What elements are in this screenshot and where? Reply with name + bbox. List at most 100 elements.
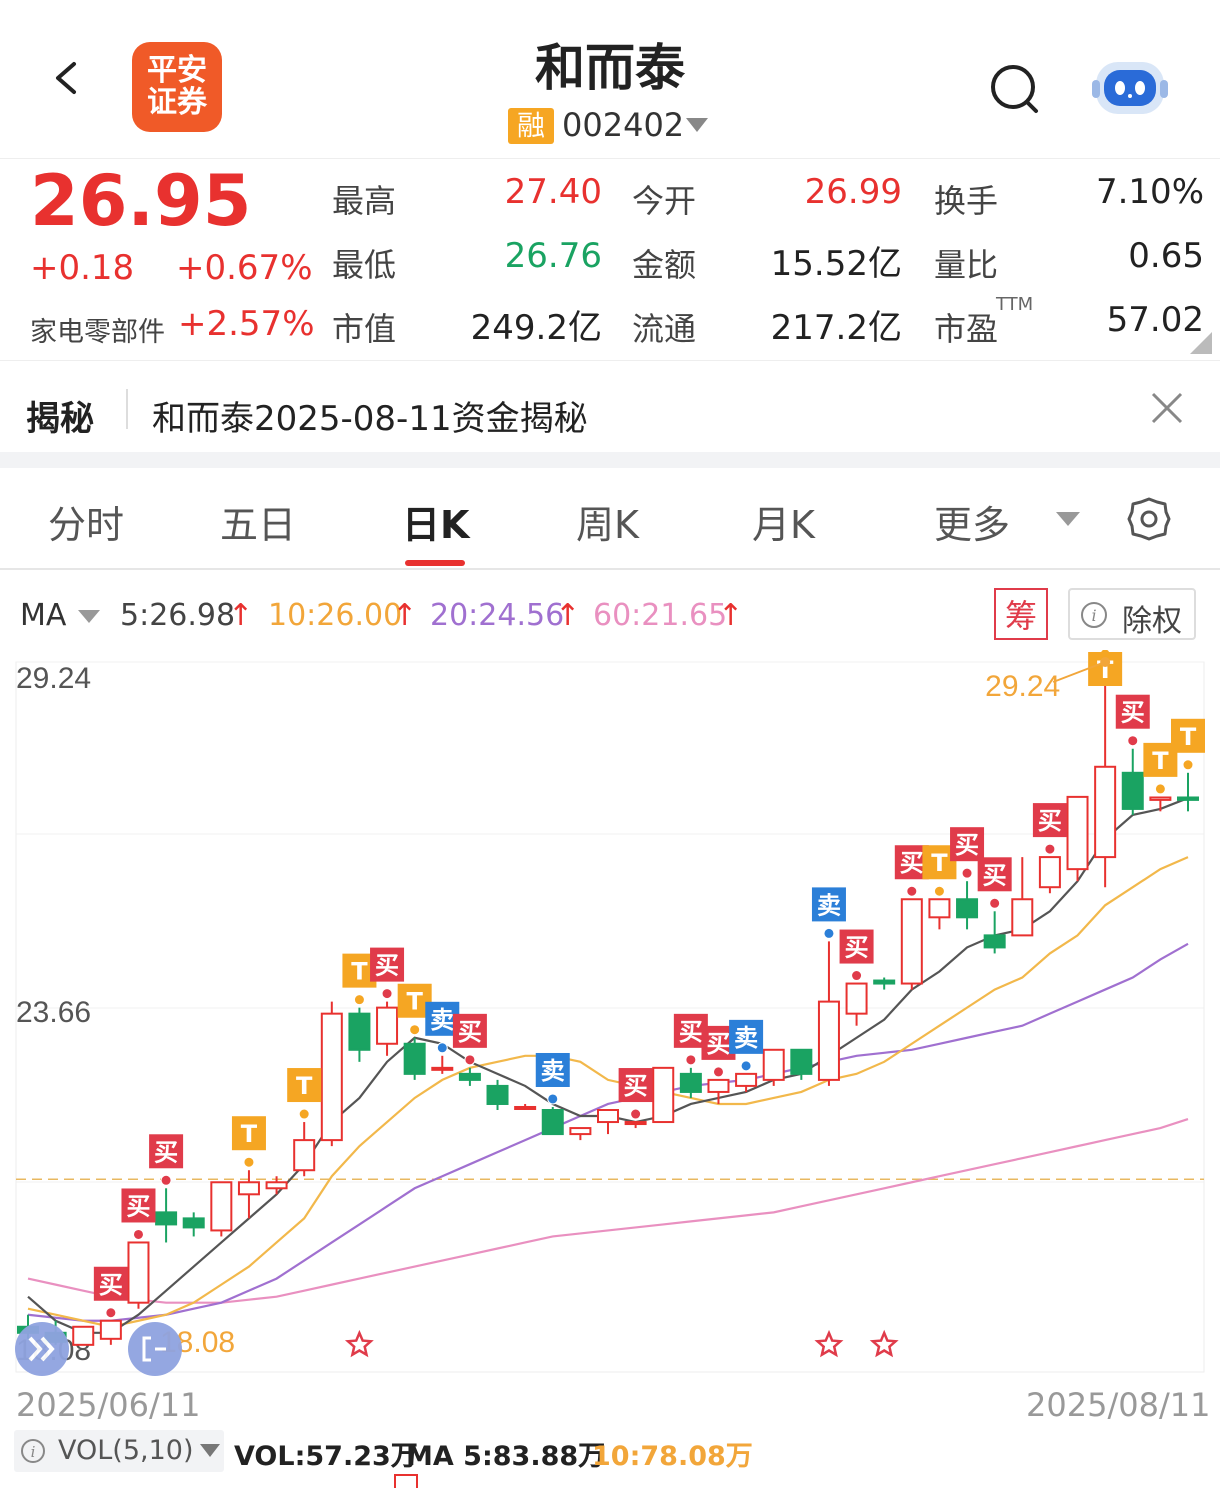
kline-chart[interactable]: 29.2423.6618.08买买买TTT买T卖买卖买买买卖卖买买T买买买T买T… [0, 650, 1220, 1420]
candle-body [458, 1072, 481, 1081]
period-tabs [0, 468, 1220, 570]
signal-dot [933, 885, 945, 897]
candle-body [155, 1211, 178, 1226]
candle-body [210, 1181, 233, 1232]
gear-icon[interactable] [1126, 496, 1172, 542]
signal-dot [298, 1108, 310, 1120]
signal-dot [989, 897, 1001, 909]
signal-label: T [351, 958, 368, 986]
signal-badge [1171, 718, 1205, 753]
stock-name: 和而泰 [535, 39, 685, 97]
high-pointer-dot [1100, 657, 1111, 667]
signal-label: 买 [99, 1271, 123, 1299]
quote-label: 量比 [934, 246, 999, 284]
close-icon[interactable] [1150, 391, 1184, 425]
chevron-left-icon[interactable] [48, 60, 84, 96]
search-icon[interactable] [988, 62, 1042, 116]
candle-body [817, 1000, 840, 1081]
ex-rights-button[interactable]: i 除权 [1068, 588, 1196, 640]
star-icon [814, 1329, 844, 1358]
signal-dot [436, 1042, 448, 1054]
signal-dot [961, 867, 973, 879]
candle-body [1149, 796, 1172, 801]
candle-body [182, 1217, 205, 1229]
signal-label: 买 [1038, 807, 1062, 835]
candle-body [1121, 771, 1144, 810]
signal-dot [409, 1024, 421, 1036]
ma10-line [27, 856, 1189, 1328]
signal-badge [950, 827, 985, 862]
star-icon [344, 1329, 374, 1358]
candle-body [348, 1012, 371, 1051]
signal-label: 买 [706, 1030, 730, 1058]
stock-code[interactable]: 002402 [562, 106, 685, 144]
signal-dot [132, 1228, 144, 1240]
start-date: 2025/06/11 [16, 1386, 201, 1424]
volume-value: VOL:57.23万 [234, 1441, 418, 1472]
tab-daily-k[interactable]: 日K [402, 503, 470, 547]
signal-dot [1127, 735, 1139, 747]
quote-label: 流通 [632, 310, 697, 348]
top-bar: 平安 证券 和而泰 融 002402 [0, 0, 1220, 159]
chevron-down-icon[interactable] [686, 118, 708, 132]
signal-label: 买 [458, 1018, 482, 1046]
quote-label: 最高 [332, 182, 397, 220]
tab-five-day[interactable]: 五日 [220, 503, 297, 547]
quote-label: 换手 [934, 182, 999, 220]
up-arrow-icon: ↑ [555, 598, 581, 633]
range-select-button[interactable] [128, 1322, 182, 1376]
tab-intraday[interactable]: 分时 [48, 503, 125, 547]
corner-expand-icon[interactable] [1190, 332, 1212, 354]
insight-banner[interactable]: 揭秘 和而泰2025-08-11资金揭秘 [0, 360, 1220, 453]
sector-name[interactable]: 家电零部件 [30, 317, 165, 348]
candle-body [983, 934, 1006, 949]
signal-label: T [241, 1120, 258, 1148]
svg-text:i: i [31, 1443, 36, 1461]
chevron-down-icon[interactable] [1056, 512, 1080, 526]
candle-body [541, 1109, 564, 1136]
quote-label: 今开 [632, 182, 697, 220]
tab-more[interactable]: 更多 [934, 503, 1011, 547]
up-arrow-icon: ↑ [718, 598, 744, 633]
up-arrow-icon: ↑ [228, 598, 254, 633]
candle-body [762, 1048, 785, 1081]
ma60-line [27, 1117, 1189, 1304]
sector-change-pct: +2.57% [178, 304, 315, 344]
up-arrow-icon: ↑ [392, 598, 418, 633]
ma20-value: 20:24.56 [430, 598, 565, 633]
signal-badge [535, 1052, 570, 1087]
tab-weekly-k[interactable]: 周K [576, 503, 639, 547]
candle-body [790, 1048, 813, 1075]
candle-body [486, 1084, 509, 1105]
chevron-down-icon[interactable] [78, 610, 100, 623]
signal-dot [353, 994, 365, 1006]
quote-value: 217.2亿 [770, 308, 902, 348]
tab-monthly-k[interactable]: 月K [752, 503, 815, 547]
quote-label: 市值 [332, 310, 397, 348]
quote-value: 57.02 [1106, 300, 1204, 340]
high-pointer-line [1052, 661, 1106, 683]
signal-badge [1115, 694, 1150, 729]
ma-label[interactable]: MA [20, 598, 67, 633]
active-tab-indicator [405, 560, 465, 566]
chip-distribution-button[interactable]: 筹 [994, 588, 1048, 640]
broker-logo[interactable]: 平安 证券 [132, 42, 222, 132]
banner-text[interactable]: 和而泰2025-08-11资金揭秘 [152, 399, 588, 439]
candle-body [1011, 898, 1034, 937]
banner-divider [126, 389, 128, 429]
price-change-pct: +0.67% [176, 248, 313, 288]
signal-badge [839, 929, 874, 964]
quote-label: 市盈 [934, 310, 999, 348]
logo-line-1: 平安 [147, 53, 207, 88]
volume-indicator-selector[interactable]: i VOL(5,10) [14, 1430, 224, 1472]
signal-label: T [406, 988, 423, 1016]
quote-value: 249.2亿 [470, 308, 602, 348]
robot-assistant-icon[interactable] [1090, 52, 1170, 122]
signal-dot [547, 1093, 559, 1105]
signal-badge [149, 1134, 184, 1169]
candle-body [1177, 796, 1199, 801]
fast-forward-button[interactable] [15, 1322, 69, 1376]
bracket-icon [142, 1336, 166, 1362]
signal-badge [1032, 803, 1067, 838]
signal-label: 卖 [817, 891, 841, 919]
